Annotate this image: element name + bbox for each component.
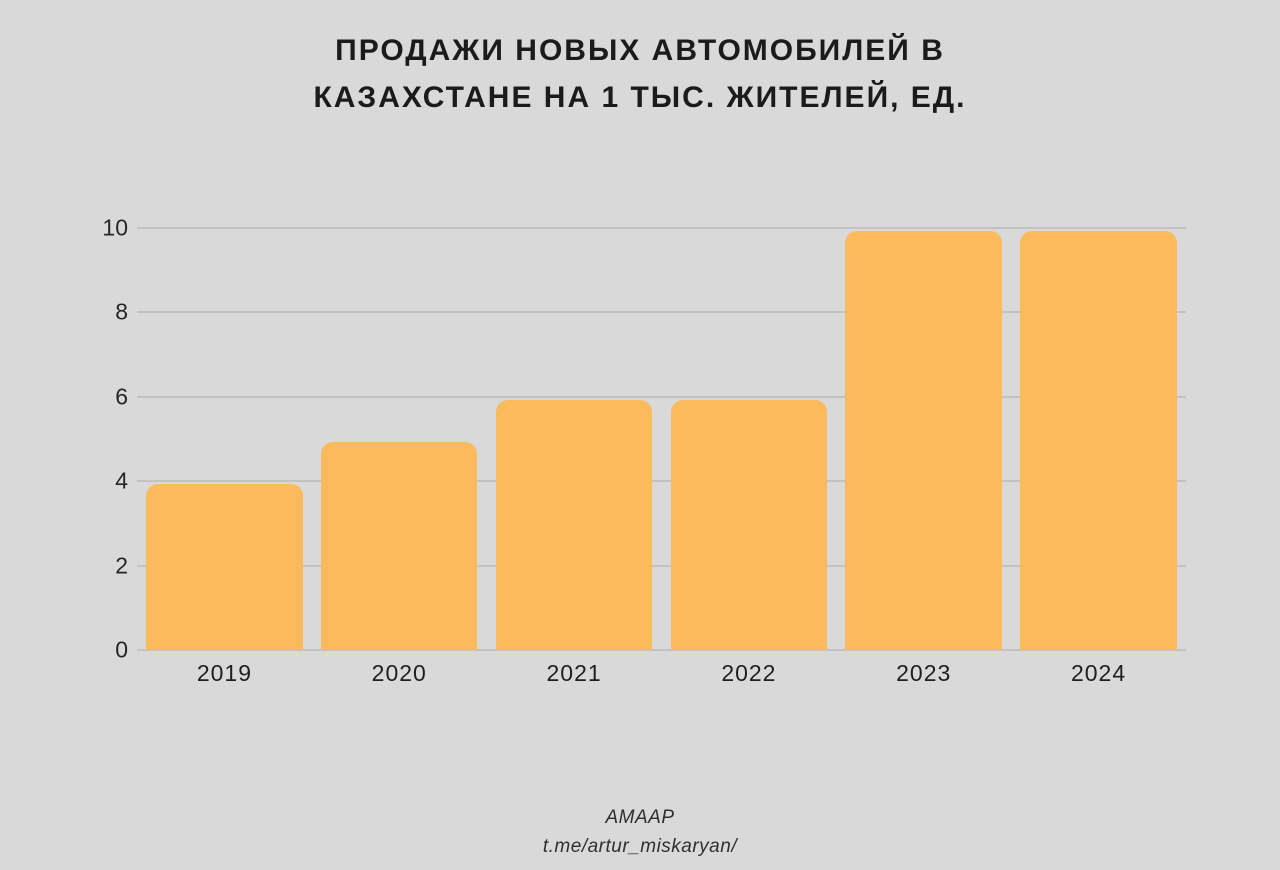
footer-brand: AMAAP — [605, 807, 675, 828]
x-tick-label-2024: 2024 — [1070, 660, 1127, 686]
bar-2022 — [670, 399, 828, 650]
bar-slot-2024 — [1011, 228, 1186, 650]
chart-title-line-2: КАЗАХСТАНЕ НА 1 ТЫС. ЖИТЕЛЕЙ, ЕД. — [313, 81, 967, 114]
y-tick-label-4: 4 — [115, 467, 128, 494]
gridline-y-8 — [137, 311, 1186, 314]
bar-2023 — [845, 231, 1002, 650]
bar-slot-2020 — [312, 228, 487, 650]
bar-2024 — [1020, 231, 1177, 650]
gridline-y-2 — [137, 564, 1186, 567]
bar-slot-2019 — [137, 228, 312, 650]
plot-area — [137, 227, 1186, 651]
x-tick-label-2023: 2023 — [896, 660, 952, 686]
y-tick-label-8: 8 — [115, 298, 128, 325]
y-tick-label-0: 0 — [115, 636, 128, 663]
y-tick-label-6: 6 — [115, 383, 128, 410]
gridline-y-0 — [137, 649, 1186, 651]
x-axis-labels: 2019 2020 2021 2022 2023 2024 — [137, 660, 1186, 687]
bar-2019 — [146, 484, 303, 650]
y-tick-label-10: 10 — [102, 214, 128, 241]
gridline-y-10 — [137, 227, 1186, 229]
gridline-y-4 — [137, 480, 1186, 483]
x-tick-label-2022: 2022 — [721, 660, 777, 686]
bar-slot-2021 — [487, 228, 662, 650]
x-tick-label-2019: 2019 — [196, 660, 252, 686]
footer-link: t.me/artur_miskaryan/ — [542, 836, 738, 857]
x-tick-label-2021: 2021 — [546, 660, 602, 686]
footer: AMAAP t.me/artur_miskaryan/ — [0, 803, 1280, 861]
chart-title-line-1: ПРОДАЖИ НОВЫХ АВТОМОБИЛЕЙ В — [335, 34, 945, 67]
bar-slot-2022 — [661, 228, 836, 650]
bar-2020 — [321, 442, 478, 650]
bar-2021 — [495, 399, 653, 650]
y-tick-label-2: 2 — [115, 552, 128, 579]
chart-title: ПРОДАЖИ НОВЫХ АВТОМОБИЛЕЙ В КАЗАХСТАНЕ Н… — [0, 27, 1280, 121]
x-tick-label-2020: 2020 — [371, 660, 427, 686]
bar-series — [137, 228, 1186, 650]
gridline-y-6 — [137, 395, 1186, 398]
bar-slot-2023 — [836, 228, 1011, 650]
